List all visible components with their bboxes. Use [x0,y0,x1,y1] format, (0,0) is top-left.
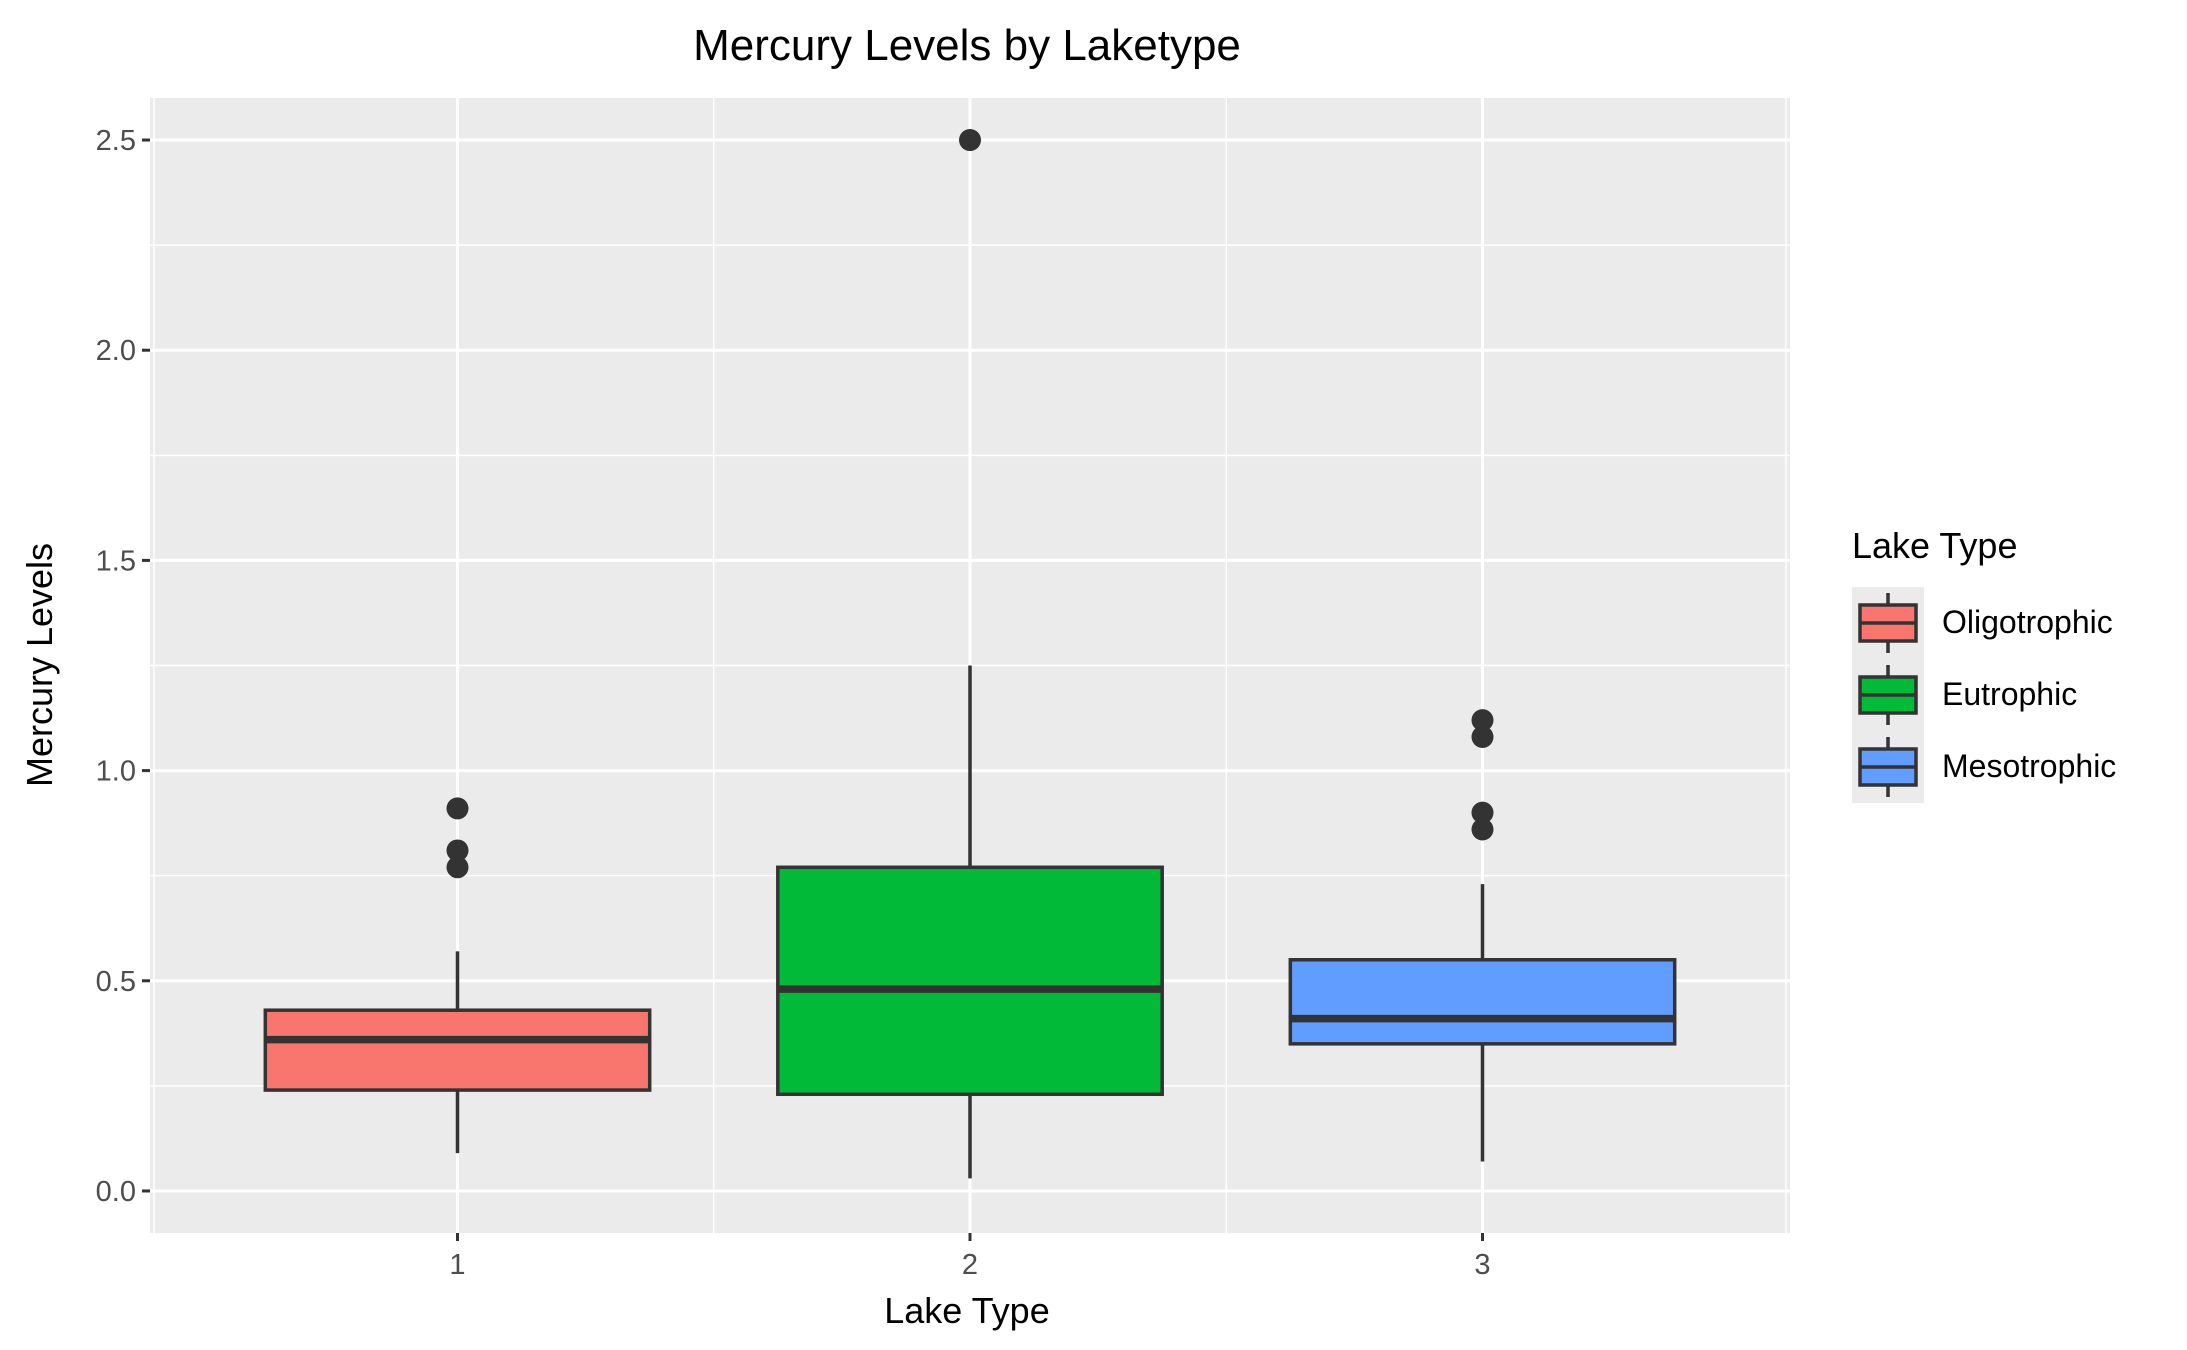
legend-label: Eutrophic [1942,676,2077,712]
chart-title: Mercury Levels by Laketype [693,21,1241,70]
legend-title: Lake Type [1852,525,2017,566]
outlier-point [1471,725,1494,748]
box-mesotrophic [1288,709,1677,1162]
box-iqr [776,865,1164,1097]
x-tick-label: 1 [449,1249,465,1281]
legend-label: Mesotrophic [1942,748,2116,784]
axes: 0.0 0.5 1.0 1.5 2.0 2.5 1 2 3 [96,125,1491,1281]
legend-item-eutrophic: Eutrophic [1858,665,2077,725]
outlier-point [446,839,469,862]
legend: Lake Type Oligotrophic Eutrophic Mesotroph… [1852,525,2116,803]
x-tick-label: 2 [962,1249,978,1281]
y-tick-label: 0.5 [96,966,136,998]
y-tick-label: 0.0 [96,1176,136,1208]
legend-item-oligotrophic: Oligotrophic [1858,593,2113,653]
outlier-point [1471,818,1494,841]
outlier-point [446,856,469,879]
box-oligotrophic [263,797,652,1154]
legend-item-mesotrophic: Mesotrophic [1858,737,2116,797]
y-axis-label: Mercury Levels [19,543,60,787]
x-tick-label: 3 [1474,1249,1490,1281]
outlier-point [959,129,981,152]
outlier-point [1471,709,1494,732]
legend-keys: Oligotrophic Eutrophic Mesotrophic [1858,593,2116,797]
boxes [263,129,1677,1179]
x-axis-label: Lake Type [884,1290,1049,1331]
outlier-point [446,797,469,820]
y-tick-label: 2.0 [96,335,136,367]
box-iqr [1288,958,1677,1046]
box-iqr [263,1008,652,1092]
box-eutrophic [776,129,1164,1179]
outlier-point [1471,801,1494,824]
y-tick-label: 1.0 [96,756,136,788]
y-tick-label: 1.5 [96,545,136,577]
y-tick-label: 2.5 [96,125,136,157]
legend-label: Oligotrophic [1942,604,2113,640]
